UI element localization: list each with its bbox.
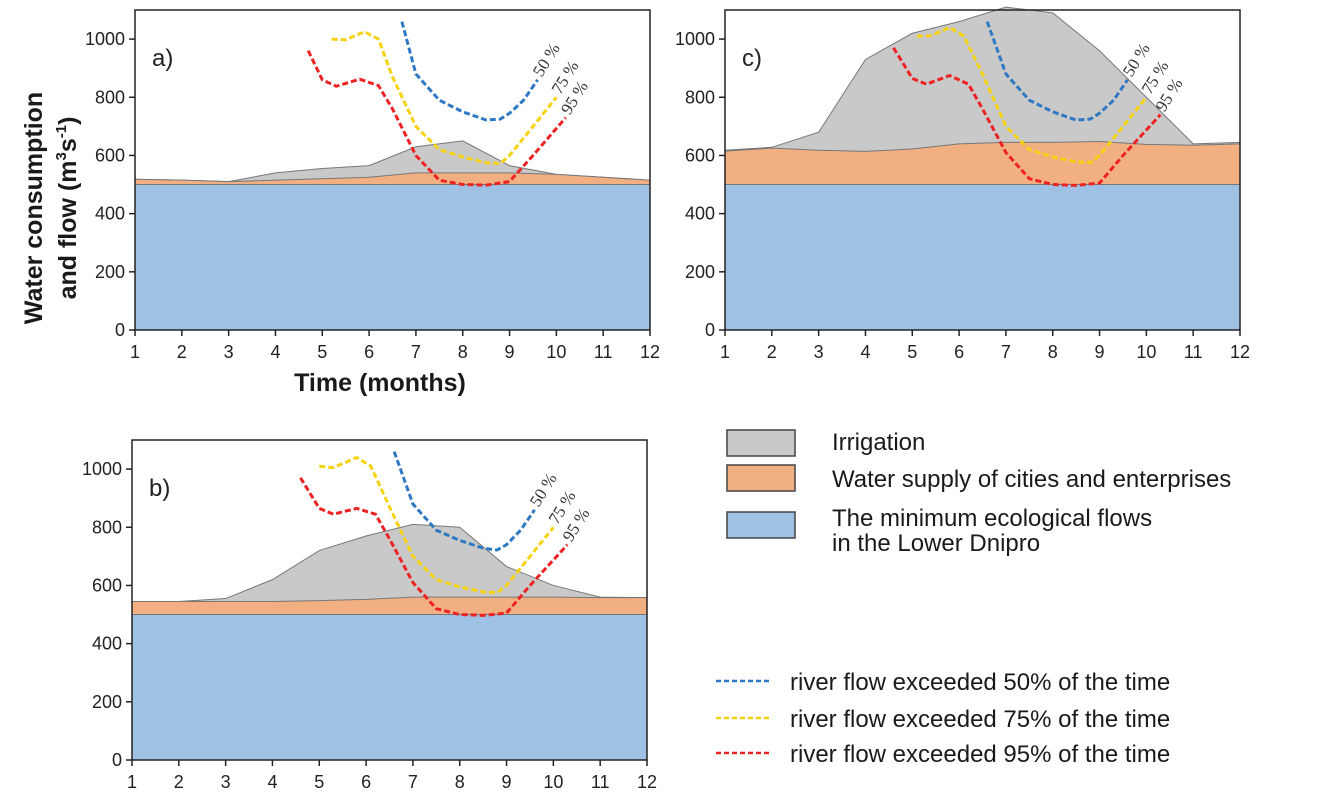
x-tick-label: 11: [591, 772, 610, 792]
x-tick-label: 2: [174, 772, 184, 792]
x-tick-label: 5: [314, 772, 324, 792]
y-tick-label: 400: [685, 204, 715, 224]
area-ecological-flows: [724, 184, 1241, 331]
y-tick-label: 1000: [85, 29, 125, 49]
flow-line-50: [985, 21, 1129, 122]
legend-areas: Irrigation Water supply of cities and en…: [726, 429, 1231, 557]
y-axis-title-line2: and flow (m3s-1): [53, 117, 82, 300]
y-tick-label: 1000: [82, 459, 122, 479]
legend-lines: river flow exceeded 50% of the time rive…: [716, 669, 1170, 768]
y-tick-label: 800: [95, 87, 125, 107]
plot-frame: [134, 9, 651, 331]
legend-label-irrigation: Irrigation: [832, 429, 925, 456]
x-tick-label: 11: [1184, 342, 1203, 362]
flow-line-75: [319, 456, 555, 595]
x-tick-label: 3: [814, 342, 824, 362]
area-ecological-flows: [134, 184, 651, 331]
flow-line-75: [331, 30, 558, 166]
x-tick-label: 8: [458, 342, 468, 362]
x-tick-label: 12: [1230, 342, 1250, 362]
plot-frame: [724, 9, 1241, 331]
y-tick-label: 200: [92, 692, 122, 712]
flow-line-50: [400, 21, 539, 122]
y-tick-label: 800: [685, 87, 715, 107]
x-tick-label: 2: [177, 342, 187, 362]
legend-swatch-irrigation: [726, 429, 796, 457]
flow-line-95: [892, 47, 1162, 187]
y-tick-label: 600: [92, 575, 122, 595]
x-tick-label: 8: [1048, 342, 1058, 362]
x-tick-label: 6: [954, 342, 964, 362]
y-tick-label: 200: [95, 262, 125, 282]
flow-line-75: [916, 26, 1148, 165]
legend-label-95: river flow exceeded 95% of the time: [790, 741, 1170, 768]
x-tick-label: 10: [1136, 342, 1156, 362]
x-tick-label: 1: [127, 772, 137, 792]
panel-label: c): [742, 45, 762, 72]
flow-line-95: [299, 477, 569, 617]
y-axis-title: Water consumption and flow (m3s-1): [20, 92, 82, 324]
x-tick-label: 12: [640, 342, 660, 362]
x-tick-label: 10: [543, 772, 563, 792]
y-tick-label: 600: [95, 145, 125, 165]
panel-label: a): [152, 45, 173, 72]
x-tick-label: 12: [637, 772, 657, 792]
x-tick-label: 7: [1001, 342, 1011, 362]
x-axis-title: Time (months): [294, 369, 466, 397]
x-tick-label: 8: [455, 772, 465, 792]
legend-label-water-supply: Water supply of cities and enterprises: [832, 466, 1231, 493]
x-tick-label: 7: [411, 342, 421, 362]
legend-swatch-water-supply: [726, 464, 796, 492]
legend-label-75: river flow exceeded 75% of the time: [790, 706, 1170, 733]
x-tick-label: 6: [364, 342, 374, 362]
x-tick-label: 1: [720, 342, 730, 362]
x-tick-label: 9: [1095, 342, 1105, 362]
y-tick-label: 1000: [675, 29, 715, 49]
y-tick-label: 400: [92, 634, 122, 654]
x-tick-label: 9: [505, 342, 515, 362]
y-tick-label: 400: [95, 204, 125, 224]
x-tick-label: 5: [317, 342, 327, 362]
area-ecological-flows: [131, 614, 648, 761]
flow-line-95: [306, 50, 567, 187]
x-tick-label: 2: [767, 342, 777, 362]
y-tick-label: 200: [685, 262, 715, 282]
x-tick-label: 4: [267, 772, 277, 792]
y-axis-title-line1: Water consumption: [20, 92, 48, 324]
x-tick-label: 11: [594, 342, 613, 362]
x-tick-label: 4: [860, 342, 870, 362]
plot-frame: [131, 439, 648, 761]
x-tick-label: 4: [270, 342, 280, 362]
y-tick-label: 800: [92, 517, 122, 537]
x-tick-label: 10: [546, 342, 566, 362]
legend-label-ecological-flows-line2: in the Lower Dnipro: [832, 530, 1040, 557]
legend-label-50: river flow exceeded 50% of the time: [790, 669, 1170, 696]
y-tick-label: 600: [685, 145, 715, 165]
x-tick-label: 3: [224, 342, 234, 362]
x-tick-label: 1: [130, 342, 140, 362]
legend-label-ecological-flows-line1: The minimum ecological flows: [832, 505, 1152, 532]
legend-swatch-ecological-flows: [726, 511, 796, 539]
x-tick-label: 6: [361, 772, 371, 792]
panel-label: b): [149, 475, 170, 502]
x-tick-label: 3: [221, 772, 231, 792]
y-tick-label: 0: [112, 750, 122, 770]
y-tick-label: 0: [705, 320, 715, 340]
flow-line-50: [392, 451, 536, 552]
x-tick-label: 7: [408, 772, 418, 792]
y-tick-label: 0: [115, 320, 125, 340]
x-tick-label: 5: [907, 342, 917, 362]
x-tick-label: 9: [502, 772, 512, 792]
